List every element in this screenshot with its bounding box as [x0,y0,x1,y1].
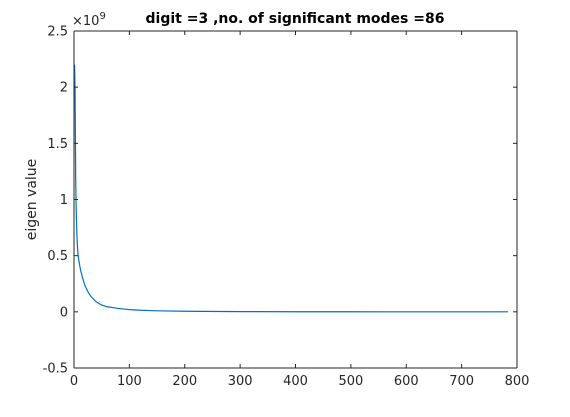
y-tick-label: 0 [60,305,68,320]
x-tick-label: 100 [117,374,142,389]
x-tick-label: 500 [338,374,363,389]
y-tick-label: 2 [60,81,68,96]
x-tick-label: 600 [394,374,419,389]
x-tick-label: 400 [283,374,308,389]
series-line-0 [73,64,509,313]
series-layer [73,64,509,313]
x-tick-label: 0 [70,374,78,389]
y-ticks: -0.5 0 0.5 1 1.5 2 2.5 [43,25,68,377]
x-ticks: 0 100 200 300 400 500 600 700 800 [70,374,530,389]
y-tick-label: -0.5 [43,362,68,377]
y-scale-exponent: ×109 [72,11,106,29]
x-tick-label: 200 [172,374,197,389]
y-tick-label: 2.5 [47,25,68,40]
x-tick-label: 700 [449,374,474,389]
x-tick-label: 300 [228,374,253,389]
axes-layer [73,30,518,369]
x-tick-label: 800 [505,374,530,389]
y-tick-label: 1.5 [47,137,68,152]
y-tick-label: 1 [60,193,68,208]
chart-title: digit =3 ,no. of significant modes =86 [146,11,445,27]
y-tick-label: 0.5 [47,249,68,264]
plot-area [74,31,517,368]
y-axis-label: eigen value [24,159,40,241]
